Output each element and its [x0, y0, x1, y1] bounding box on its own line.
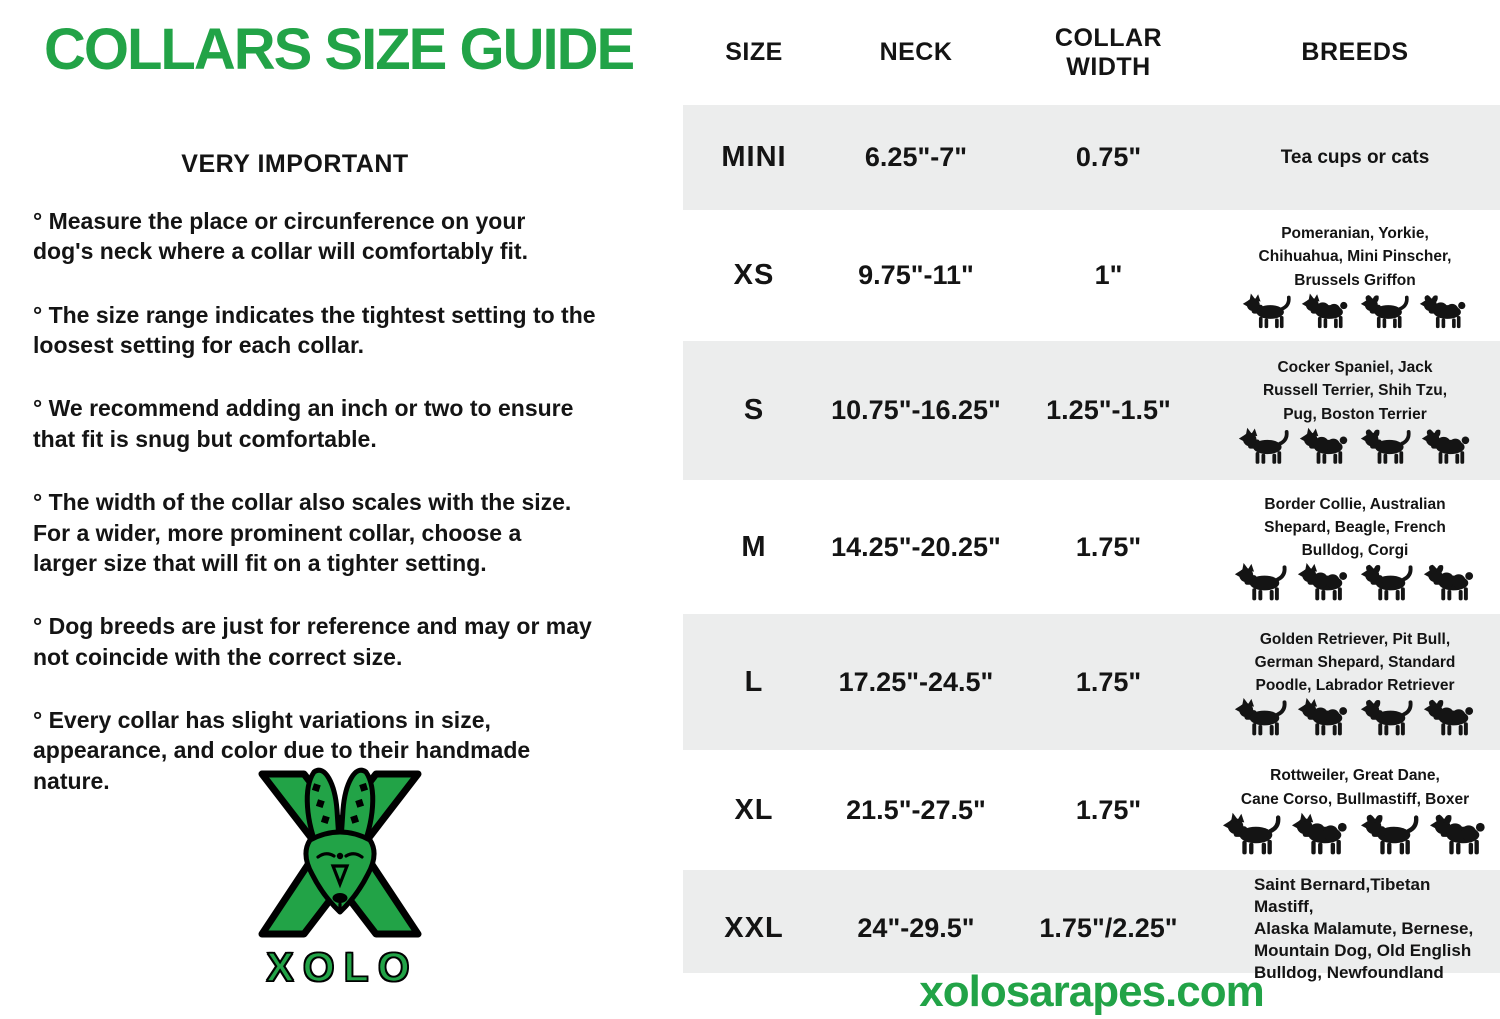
dog-silhouette-icon — [1242, 293, 1291, 329]
breeds-text: Tea cups or cats — [1280, 147, 1430, 169]
breeds-text: Cocker Spaniel, Jack Russell Terrier, Shi… — [1262, 359, 1448, 423]
dog-silhouette-icon — [1423, 700, 1473, 736]
collar-width-cell: 1.75"/2.25" — [1039, 912, 1178, 943]
breeds-cell: Golden Retriever, Pit Bull, German Shepar… — [1210, 624, 1500, 741]
header-size: SIZE — [725, 38, 783, 67]
breeds-text: Rottweiler, Great Dane, Cane Corso, Bullm… — [1240, 767, 1470, 808]
table-row-xxl: XXL 24"-29.5" 1.75"/2.25" Saint Bernard,Tib… — [683, 870, 1500, 982]
dog-silhouette-icon — [1301, 293, 1347, 329]
header-collar-width: COLLAR WIDTH — [1054, 23, 1163, 81]
collar-width-cell: 1.75" — [1075, 666, 1142, 697]
collar-width-cell: 1.25"-1.5" — [1046, 395, 1171, 425]
dog-silhouette-icon — [1297, 563, 1347, 601]
neck-cell: 6.25"-7" — [864, 142, 968, 172]
collar-width-cell: 1.75" — [1075, 531, 1142, 562]
website-text: xolosarapes.com — [919, 967, 1265, 1016]
dog-silhouette-icon — [1299, 427, 1347, 464]
xolo-logo: XOLO — [232, 760, 447, 991]
instruction-bullet: ° We recommend adding an inch or two to … — [33, 395, 574, 452]
neck-cell: 14.25"-20.25" — [831, 531, 1001, 562]
dog-silhouette-icon — [1360, 565, 1413, 601]
instructions-list: ° Measure the place or circunference on … — [33, 206, 673, 829]
instruction-bullet: ° Every collar has slight variations in … — [33, 706, 531, 794]
dog-silhouettes-row — [1218, 293, 1492, 331]
size-cell: MINI — [721, 141, 787, 173]
size-table: SIZE NECK COLLAR WIDTH BREEDS MINI 6.25"-… — [683, 0, 1500, 982]
xolo-dog-logo-icon — [258, 767, 421, 938]
size-cell: S — [743, 394, 765, 426]
dog-silhouette-icon — [1234, 563, 1287, 601]
instruction-bullet: ° Measure the place or circunference on … — [33, 208, 528, 265]
size-cell: XL — [734, 793, 774, 826]
breeds-cell: Cocker Spaniel, Jack Russell Terrier, Shi… — [1210, 352, 1500, 469]
instruction-bullet: ° The size range indicates the tightest … — [33, 301, 596, 359]
table-body: MINI 6.25"-7" 0.75" Tea cups or cats XS 9.75"… — [683, 105, 1500, 982]
table-row-xl: XL 21.5"-27.5" 1.75" Rottweiler, Great Dane… — [683, 750, 1500, 870]
table-row-mini: MINI 6.25"-7" 0.75" Tea cups or cats — [683, 105, 1500, 210]
table-row-s: S 10.75"-16.25" 1.25"-1.5" Cocker Spaniel, … — [683, 341, 1500, 480]
page-title: COLLARS SIZE GUIDE — [44, 17, 635, 82]
table-row-l: L 17.25"-24.5" 1.75" Golden Retriever, Pit … — [683, 614, 1500, 750]
breeds-cell: Saint Bernard,Tibetan Mastiff, Alaska Mal… — [1210, 870, 1500, 986]
instruction-bullet: ° The width of the collar also scales wi… — [33, 489, 572, 576]
dog-silhouettes-row — [1218, 563, 1492, 603]
breeds-text: Golden Retriever, Pit Bull, German Shepar… — [1254, 630, 1456, 695]
instruction-bullet: ° Dog breeds are just for reference and … — [33, 613, 592, 670]
breeds-text: Border Collie, Australian Shepard, Beagle… — [1264, 495, 1446, 560]
header-neck: NECK — [879, 38, 953, 67]
collar-width-cell: 1.75" — [1075, 794, 1142, 825]
breeds-cell: Pomeranian, Yorkie, Chihuahua, Mini Pinsc… — [1210, 218, 1500, 333]
dog-silhouette-icon — [1222, 812, 1280, 855]
dog-silhouettes-row — [1218, 698, 1492, 738]
dog-silhouette-icon — [1360, 429, 1411, 464]
neck-cell: 21.5"-27.5" — [846, 794, 986, 825]
table-header-row: SIZE NECK COLLAR WIDTH BREEDS — [683, 0, 1500, 105]
breeds-cell: Tea cups or cats — [1210, 140, 1500, 175]
breeds-cell: Rottweiler, Great Dane, Cane Corso, Bullm… — [1210, 760, 1500, 860]
size-cell: M — [741, 530, 767, 563]
dog-silhouette-icon — [1419, 294, 1465, 329]
dog-silhouette-icon — [1238, 427, 1289, 464]
dog-silhouettes-row — [1218, 427, 1492, 467]
info-panel: COLLARS SIZE GUIDE VERY IMPORTANT ° Meas… — [0, 0, 683, 1019]
dog-silhouette-icon — [1234, 698, 1287, 736]
breeds-text: Saint Bernard,Tibetan Mastiff, Alaska Mal… — [1254, 875, 1474, 983]
dog-silhouette-icon — [1360, 814, 1418, 855]
neck-cell: 10.75"-16.25" — [831, 395, 1001, 425]
table-row-xs: XS 9.75"-11" 1" Pomeranian, Yorkie, Chihuahu… — [683, 210, 1500, 341]
neck-cell: 17.25"-24.5" — [838, 666, 994, 697]
dog-silhouette-icon — [1297, 698, 1347, 736]
neck-cell: 24"-29.5" — [857, 912, 975, 943]
dog-silhouette-icon — [1291, 812, 1347, 855]
xolo-brand-text: XOLO — [266, 943, 419, 991]
table-row-m: M 14.25"-20.25" 1.75" Border Collie, Austra… — [683, 480, 1500, 614]
important-heading: VERY IMPORTANT — [181, 150, 409, 178]
size-cell: L — [744, 665, 764, 698]
collar-width-cell: 1" — [1094, 260, 1123, 290]
dog-silhouette-icon — [1423, 565, 1473, 601]
size-cell: XS — [733, 259, 775, 291]
header-breeds: BREEDS — [1301, 38, 1409, 67]
dog-silhouettes-row — [1218, 812, 1492, 858]
neck-cell: 9.75"-11" — [858, 260, 974, 290]
dog-silhouette-icon — [1360, 294, 1409, 329]
dog-silhouette-icon — [1360, 700, 1413, 736]
dog-silhouette-icon — [1421, 429, 1469, 464]
dog-silhouette-icon — [1429, 814, 1485, 855]
breeds-cell: Border Collie, Australian Shepard, Beagle… — [1210, 489, 1500, 606]
collar-width-cell: 0.75" — [1075, 142, 1142, 172]
size-cell: XXL — [724, 911, 784, 944]
breeds-text: Pomeranian, Yorkie, Chihuahua, Mini Pinsc… — [1258, 225, 1452, 289]
